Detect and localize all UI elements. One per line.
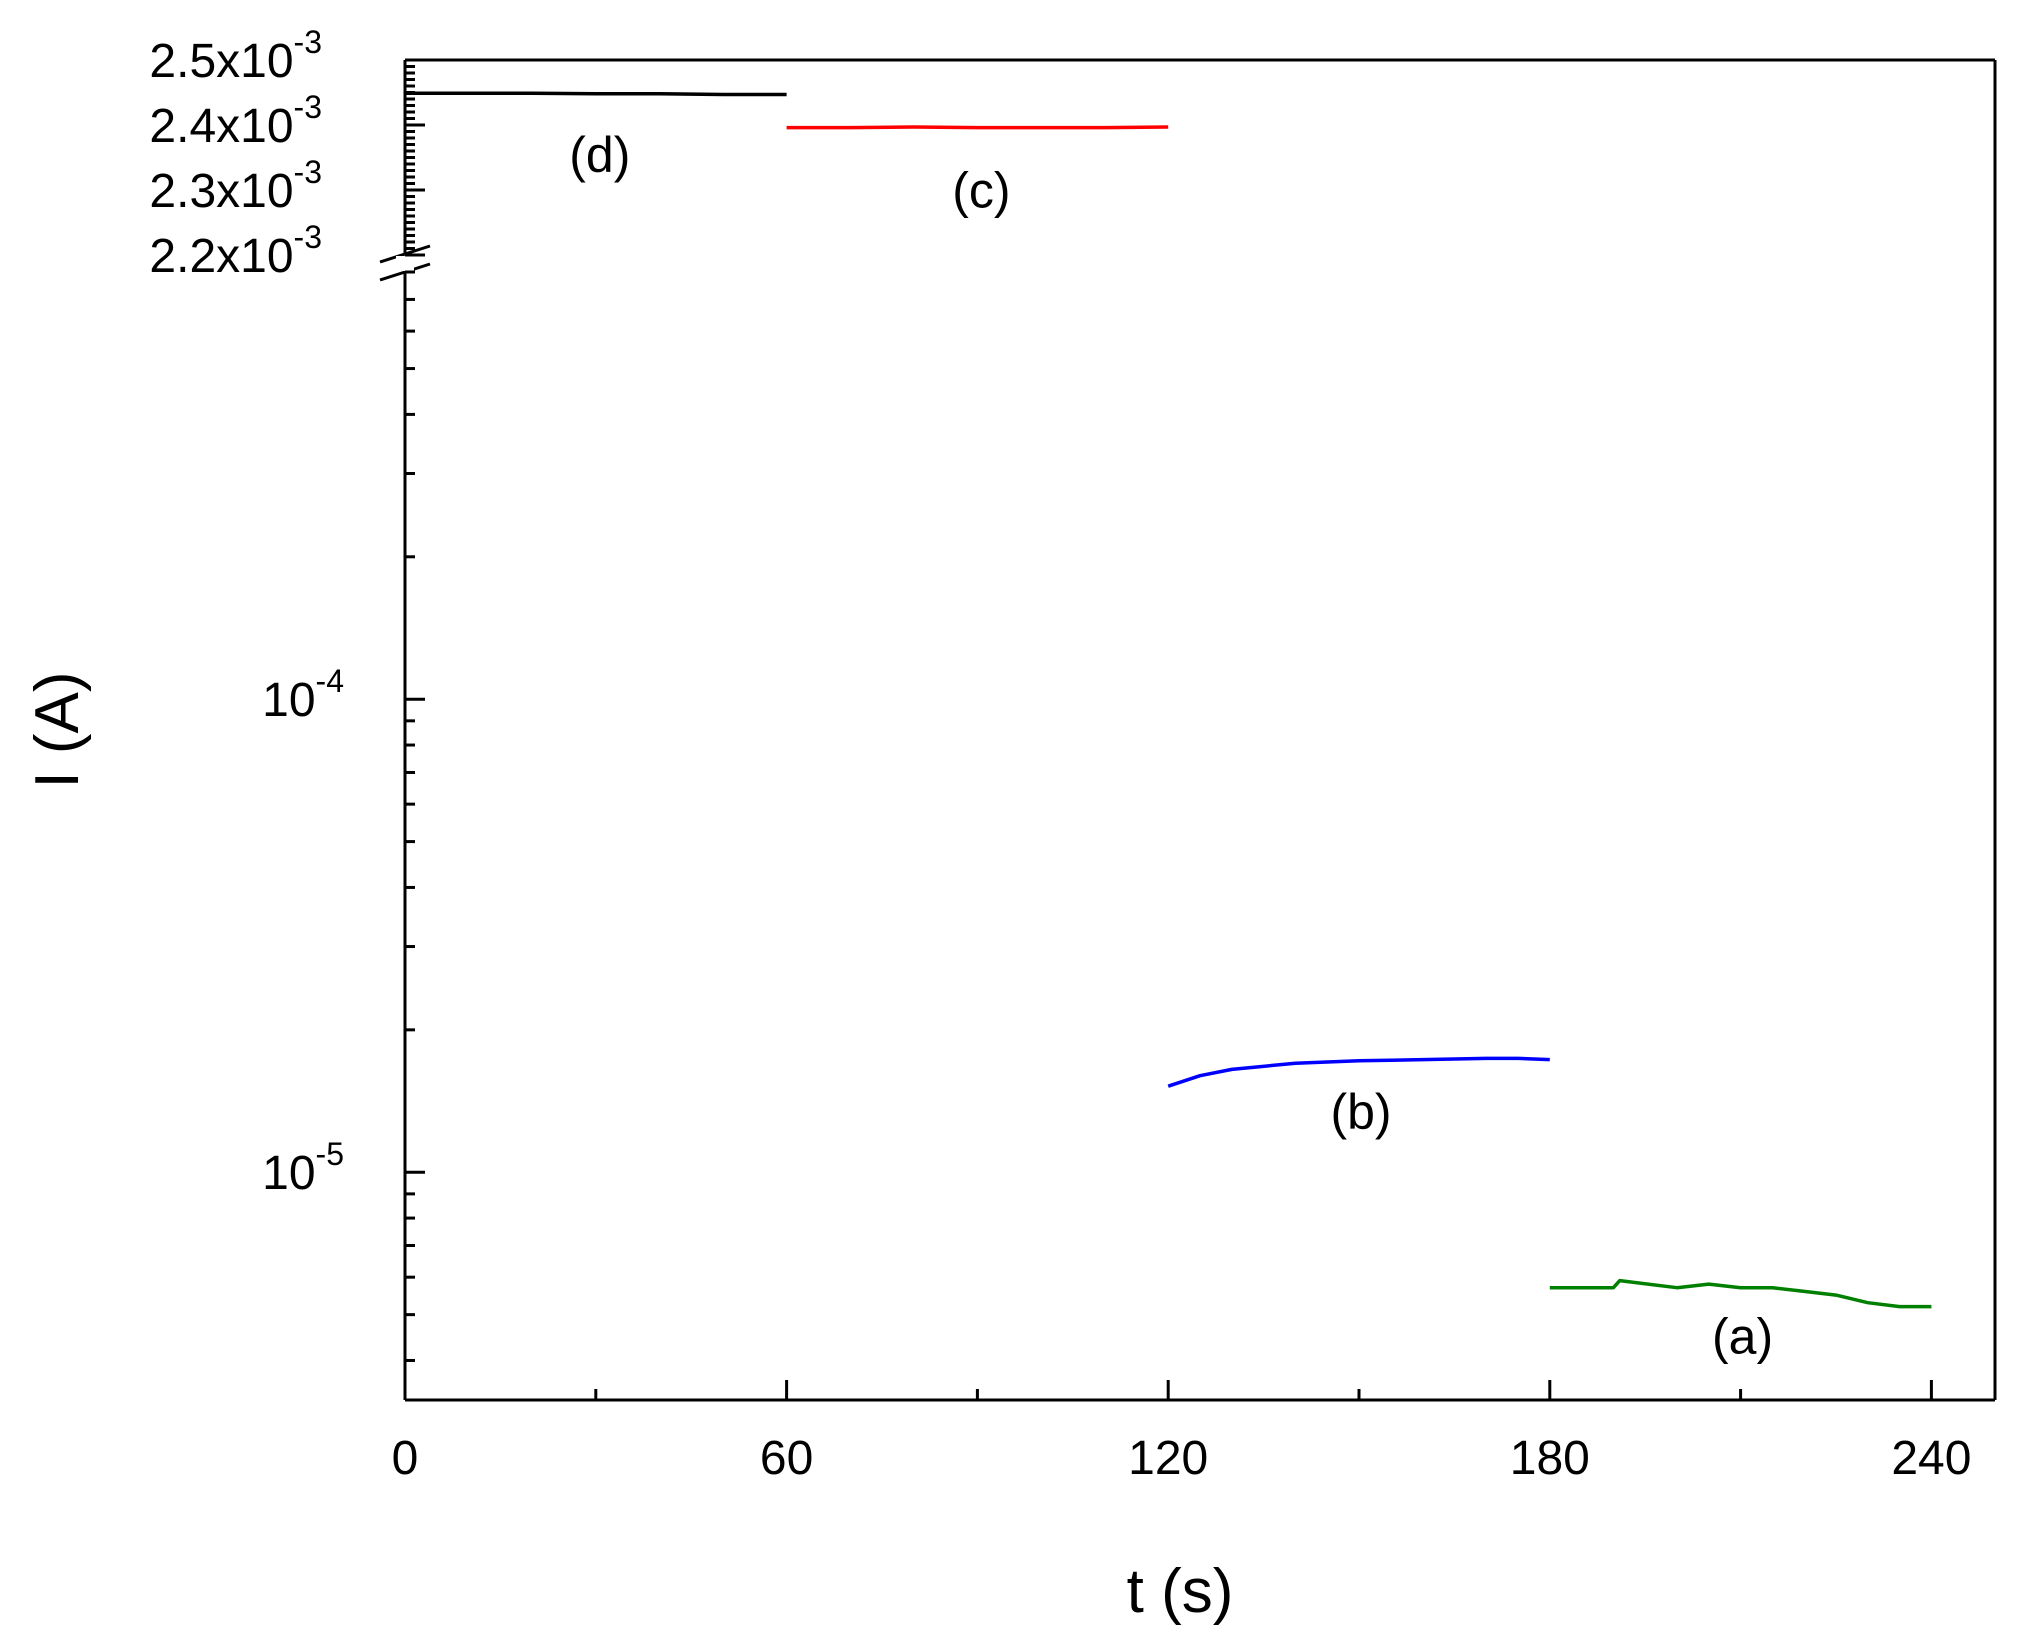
y-axis-lower-ticks: 10-410-5 — [262, 270, 425, 1362]
series-labels: (d) (c) (b) (a) — [569, 127, 1773, 1365]
y-tick-exponent: -3 — [294, 154, 322, 190]
series-d-label: (d) — [569, 127, 630, 183]
series-c-line — [786, 125, 1169, 130]
y-tick-exponent: -5 — [316, 1136, 344, 1172]
x-tick-label: 60 — [760, 1432, 813, 1485]
x-tick-label: 0 — [392, 1432, 419, 1485]
series-a-label: (a) — [1712, 1309, 1773, 1365]
x-tick-label: 180 — [1510, 1432, 1590, 1485]
x-axis-ticks: 0 60 120 180 240 — [392, 1380, 1971, 1485]
y-axis-title: I (A) — [23, 671, 92, 788]
y-upper-tick-label: 2.2x10-3 — [149, 219, 322, 283]
y-tick-exponent: -3 — [294, 219, 322, 255]
series-b-label: (b) — [1330, 1084, 1391, 1140]
y-lower-tick-label: 10-4 — [262, 663, 344, 727]
y-tick-mantissa: 2.3x10 — [149, 165, 293, 218]
plot-frame — [379, 58, 1997, 1402]
series-b-line — [1167, 1056, 1550, 1088]
y-tick-mantissa: 2.5x10 — [149, 35, 293, 88]
y-upper-tick-label: 2.5x10-3 — [149, 24, 322, 88]
series-a-line — [1549, 1278, 1932, 1309]
series-lines — [405, 91, 1932, 1309]
x-axis-title: t (s) — [1127, 1557, 1234, 1626]
y-lower-tick-label: 10-5 — [262, 1136, 344, 1200]
y-tick-exponent: -3 — [294, 89, 322, 125]
series-d-line — [405, 91, 787, 97]
y-tick-exponent: -3 — [294, 24, 322, 60]
y-axis-upper-ticks: 2.5x10-32.4x10-32.3x10-32.2x10-3 — [149, 24, 425, 283]
y-tick-base: 10 — [262, 674, 315, 727]
y-tick-mantissa: 2.4x10 — [149, 100, 293, 153]
series-c-label: (c) — [952, 163, 1010, 219]
y-tick-base: 10 — [262, 1147, 315, 1200]
axis-break-gap — [396, 256, 414, 271]
y-upper-tick-label: 2.3x10-3 — [149, 154, 322, 218]
y-tick-mantissa: 2.2x10 — [149, 230, 293, 283]
y-upper-tick-label: 2.4x10-3 — [149, 89, 322, 153]
x-tick-label: 240 — [1891, 1432, 1971, 1485]
x-tick-label: 120 — [1128, 1432, 1208, 1485]
y-tick-exponent: -4 — [316, 663, 344, 699]
